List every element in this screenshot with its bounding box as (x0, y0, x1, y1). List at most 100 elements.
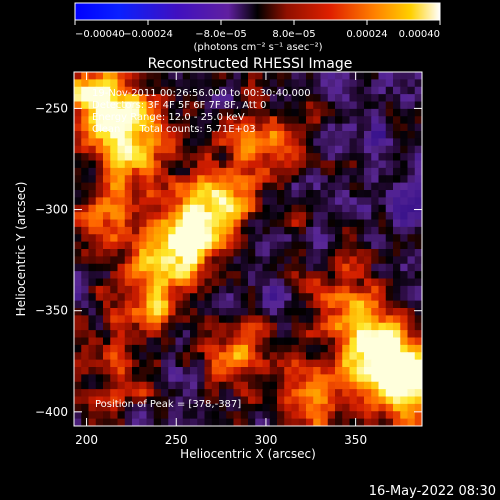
heatmap-cell (269, 300, 278, 309)
heatmap-cell (269, 182, 278, 191)
heatmap-cell (327, 160, 336, 169)
heatmap-cell (124, 167, 133, 176)
heatmap-cell (88, 182, 97, 191)
heatmap-cell (81, 212, 90, 221)
heatmap-cell (298, 271, 307, 280)
heatmap-cell (364, 241, 372, 250)
heatmap-cell (284, 79, 293, 88)
heatmap-cell (81, 101, 90, 110)
heatmap-cell (168, 79, 177, 88)
heatmap-cell (95, 175, 104, 184)
heatmap-cell (139, 101, 148, 110)
heatmap-cell (161, 190, 169, 198)
heatmap-cell (284, 241, 293, 250)
heatmap-cell (335, 359, 343, 368)
heatmap-cell (124, 131, 133, 139)
heatmap-cell (190, 381, 198, 390)
heatmap-cell (81, 263, 90, 272)
heatmap-cell (204, 212, 213, 221)
heatmap-cell (124, 256, 133, 265)
heatmap-cell (269, 315, 278, 324)
heatmap-cell (168, 322, 177, 331)
heatmap-cell (342, 79, 351, 88)
heatmap-cell (103, 72, 111, 80)
heatmap-cell (204, 293, 213, 302)
heatmap-cell (103, 381, 111, 390)
heatmap-cell (95, 308, 104, 316)
heatmap-cell (320, 396, 329, 405)
heatmap-cell (132, 293, 140, 302)
heatmap-cell (153, 263, 162, 272)
heatmap-cell (364, 94, 372, 103)
heatmap-cell (407, 330, 416, 339)
heatmap-cell (248, 116, 256, 125)
heatmap-cell (132, 352, 140, 361)
heatmap-cell (146, 123, 155, 132)
heatmap-cell (262, 344, 271, 353)
heatmap-cell (153, 300, 162, 309)
heatmap-cell (335, 160, 343, 169)
heatmap-cell (211, 403, 220, 412)
heatmap-cell (320, 263, 329, 272)
heatmap-cell (88, 344, 97, 353)
heatmap-cell (182, 212, 191, 221)
heatmap-cell (262, 263, 271, 272)
heatmap-cell (400, 145, 409, 154)
heatmap-cell (385, 389, 394, 398)
heatmap-cell (190, 94, 198, 103)
heatmap-cell (132, 403, 140, 412)
heatmap-cell (248, 315, 256, 324)
heatmap-cell (168, 108, 177, 117)
heatmap-cell (81, 300, 90, 309)
heatmap-cell (182, 344, 191, 353)
heatmap-cell (175, 263, 184, 272)
heatmap-cell (393, 72, 401, 80)
heatmap-cell (364, 300, 372, 309)
heatmap-cell (146, 79, 155, 88)
heatmap-cell (269, 175, 278, 184)
heatmap-cell (407, 293, 416, 302)
heatmap-cell (393, 160, 401, 169)
heatmap-cell (110, 374, 119, 383)
heatmap-cell (95, 86, 104, 95)
heatmap-cell (204, 285, 213, 294)
heatmap-cell (197, 330, 206, 339)
heatmap-cell (233, 226, 242, 235)
heatmap-cell (349, 263, 358, 272)
heatmap-cell (132, 271, 140, 280)
heatmap-cell (161, 86, 169, 95)
heatmap-cell (349, 167, 358, 176)
heatmap-cell (110, 167, 119, 176)
heatmap-cell (364, 182, 372, 191)
heatmap-cell (385, 330, 394, 339)
heatmap-cell (356, 116, 365, 125)
heatmap-cell (277, 411, 285, 420)
heatmap-cell (255, 285, 264, 294)
heatmap-cell (211, 94, 220, 103)
heatmap-cell (161, 138, 169, 147)
heatmap-cell (88, 359, 97, 368)
heatmap-cell (414, 204, 422, 213)
heatmap-cell (204, 403, 213, 412)
heatmap-cell (124, 249, 133, 257)
heatmap-cell (132, 167, 140, 176)
heatmap-cell (175, 197, 184, 206)
heatmap-cell (103, 344, 111, 353)
heatmap-cell (103, 153, 111, 162)
heatmap-cell (240, 241, 249, 250)
heatmap-cell (197, 285, 206, 294)
heatmap-cell (146, 138, 155, 147)
heatmap-cell (385, 300, 394, 309)
heatmap-cell (197, 308, 206, 316)
heatmap-cell (139, 359, 148, 368)
heatmap-cell (327, 226, 336, 235)
heatmap-cell (262, 403, 271, 412)
heatmap-cell (153, 308, 162, 316)
heatmap-cell (414, 226, 422, 235)
heatmap-cell (197, 411, 206, 420)
heatmap-cell (298, 411, 307, 420)
heatmap-cell (284, 86, 293, 95)
heatmap-cell (349, 359, 358, 368)
heatmap-cell (364, 322, 372, 331)
heatmap-cell (378, 167, 387, 176)
